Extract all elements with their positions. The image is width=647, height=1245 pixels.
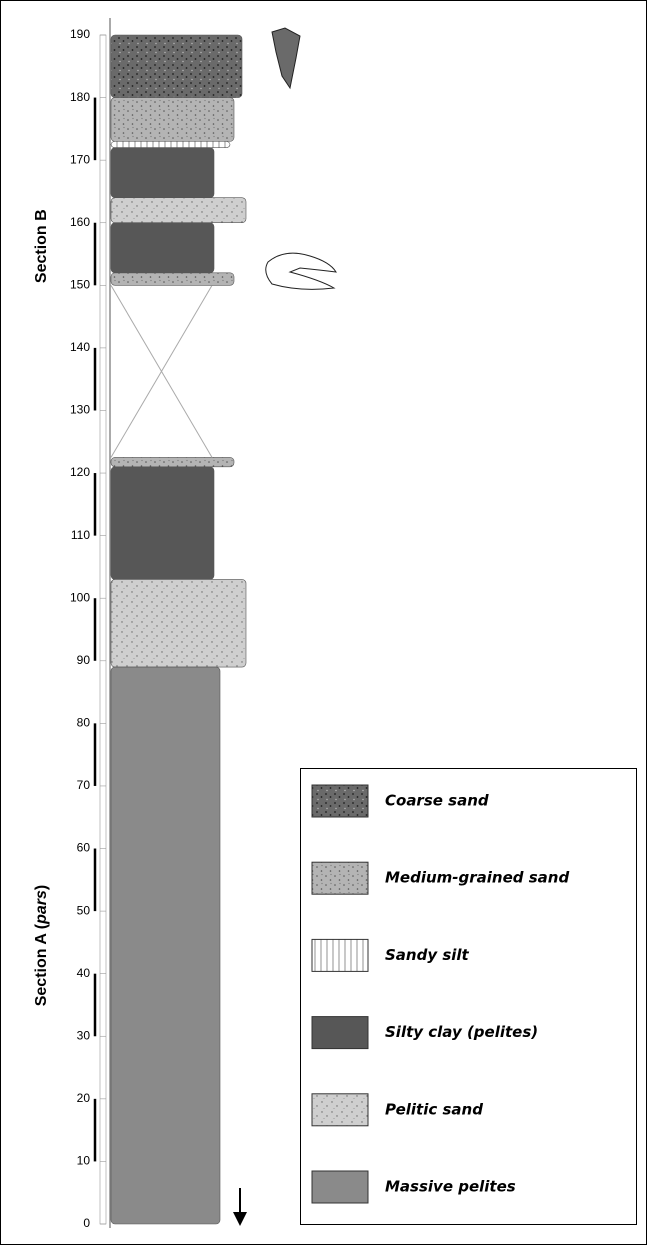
y-tick-label: 170 <box>70 152 90 166</box>
legend-swatch <box>312 939 368 971</box>
legend-swatch <box>312 785 368 817</box>
legend-label: Silty clay (pelites) <box>385 1023 538 1041</box>
y-tick-label: 80 <box>77 716 91 730</box>
layer <box>111 273 234 286</box>
y-tick-label: 140 <box>70 340 90 354</box>
section-label-part: ) <box>33 885 50 890</box>
stratigraphic-column: 0 10 20 30 40 50 60 70 80 90 100 110 120 130 140 150 160… <box>0 0 647 1245</box>
y-tick-label: 160 <box>70 215 90 229</box>
y-tick-label: 70 <box>77 778 91 792</box>
legend-label: Pelitic sand <box>385 1100 483 1118</box>
y-tick-label: 50 <box>77 903 91 917</box>
y-tick-label: 150 <box>70 277 90 291</box>
fossil-icon <box>272 28 300 88</box>
y-tick-label: 60 <box>77 841 91 855</box>
legend-label: Coarse sand <box>385 792 489 810</box>
axis-band <box>100 35 106 1224</box>
y-tick-label: 120 <box>70 465 90 479</box>
arrow-head <box>233 1212 247 1226</box>
legend-swatch <box>312 1094 368 1126</box>
layer <box>111 148 214 198</box>
section-label-part: Section A ( <box>33 923 50 1006</box>
y-tick-label: 190 <box>70 27 90 41</box>
legend-swatch <box>312 862 368 894</box>
legend-label: Sandy silt <box>385 946 470 964</box>
y-tick-label: 180 <box>70 90 90 104</box>
legend-swatch <box>312 1017 368 1049</box>
y-tick-label: 0 <box>83 1216 90 1230</box>
legend-label: Medium-grained sand <box>385 869 569 887</box>
layer <box>111 457 234 466</box>
layer <box>111 667 220 1224</box>
y-tick-label: 20 <box>77 1091 91 1105</box>
section-label: Section A (pars) <box>33 885 50 1007</box>
y-tick-label: 130 <box>70 403 90 417</box>
layer <box>111 141 230 147</box>
layer <box>111 467 214 580</box>
layer <box>111 579 246 667</box>
layer <box>111 98 234 142</box>
section-label-part: Section B <box>33 209 50 283</box>
y-tick-label: 90 <box>77 653 91 667</box>
legend-label: Massive pelites <box>385 1178 516 1196</box>
y-tick-label: 110 <box>71 528 90 542</box>
legend-swatch <box>312 1171 368 1203</box>
legend-box <box>301 769 637 1225</box>
section-label-part: pars <box>33 890 50 925</box>
y-tick-label: 100 <box>70 590 90 604</box>
layer <box>111 223 214 273</box>
y-tick-label: 40 <box>77 966 91 980</box>
layer <box>111 198 246 223</box>
fossil-icon <box>266 253 336 289</box>
y-tick-label: 10 <box>77 1154 91 1168</box>
layer <box>111 35 242 98</box>
y-tick-label: 30 <box>77 1028 91 1042</box>
column: 0 10 20 30 40 50 60 70 80 90 100 110 120 130 140 150 160… <box>33 18 246 1230</box>
section-label: Section B <box>33 209 50 283</box>
